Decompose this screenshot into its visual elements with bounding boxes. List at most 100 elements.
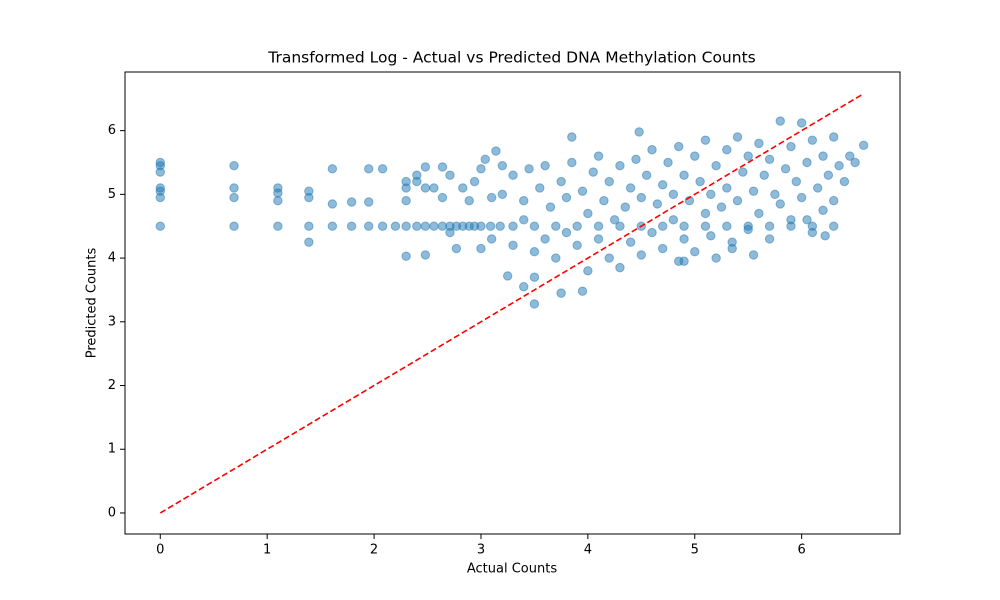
- scatter-point: [695, 176, 705, 187]
- scatter-point: [754, 208, 764, 219]
- scatter-point: [567, 157, 577, 168]
- scatter-point: [679, 256, 689, 266]
- scatter-point: [690, 151, 700, 161]
- scatter-point: [858, 140, 869, 150]
- x-tick-label: 6: [798, 543, 806, 558]
- scatter-point: [625, 237, 636, 247]
- scatter-point: [401, 221, 411, 231]
- scatter-point: [700, 208, 711, 219]
- scatter-point: [636, 192, 647, 203]
- scatter-point: [647, 227, 657, 238]
- scatter-point: [802, 215, 812, 225]
- scatter-point: [593, 221, 604, 231]
- scatter-point: [491, 146, 501, 156]
- scatter-point: [561, 227, 572, 238]
- scatter-point: [780, 164, 791, 174]
- scatter-point: [429, 221, 439, 231]
- scatter-point: [486, 234, 497, 244]
- x-tick-label: 0: [156, 543, 164, 558]
- scatter-point: [604, 253, 614, 263]
- scatter-point: [445, 170, 455, 180]
- scatter-point: [401, 251, 411, 261]
- scatter-point: [593, 234, 604, 244]
- scatter-point: [540, 234, 550, 244]
- x-axis-label: Actual Counts: [467, 562, 557, 577]
- scatter-point: [759, 170, 769, 180]
- scatter-point: [495, 221, 505, 231]
- scatter-point: [743, 224, 753, 235]
- scatter-point: [748, 250, 759, 260]
- scatter-point: [679, 170, 689, 180]
- scatter-point: [556, 288, 566, 298]
- scatter-point: [764, 234, 775, 244]
- scatter-point: [508, 170, 518, 180]
- scatter-point: [497, 189, 508, 200]
- scatter-point: [690, 247, 700, 257]
- scatter-point: [567, 132, 577, 142]
- scatter-point: [615, 221, 625, 231]
- x-tick-label: 4: [584, 543, 592, 558]
- scatter-point: [786, 215, 796, 225]
- scatter-point: [229, 192, 239, 203]
- scatter-point: [390, 221, 401, 231]
- scatter-point: [540, 160, 550, 171]
- scatter-point: [615, 160, 625, 171]
- scatter-point: [829, 196, 839, 206]
- scatter-point: [545, 202, 556, 212]
- scatter-point: [706, 189, 716, 200]
- scatter-point: [155, 167, 165, 177]
- scatter-point: [588, 167, 598, 177]
- axes-frame: [124, 71, 901, 535]
- scatter-point: [748, 186, 759, 196]
- scatter-point: [519, 215, 529, 225]
- scatter-point: [711, 253, 721, 263]
- scatter-point: [529, 272, 540, 282]
- scatter-point: [727, 243, 737, 254]
- scatter-point: [327, 221, 338, 231]
- scatter-point: [327, 164, 338, 174]
- y-tick-label: 4: [108, 251, 116, 266]
- scatter-point: [668, 215, 679, 225]
- scatter-point: [834, 160, 844, 171]
- scatter-point: [401, 183, 411, 193]
- scatter-point: [304, 221, 314, 231]
- y-tick-label: 5: [108, 187, 116, 202]
- scatter-point: [738, 167, 748, 177]
- scatter-point: [583, 266, 593, 276]
- scatter-point: [529, 221, 540, 231]
- scatter-point: [839, 176, 850, 187]
- scatter-point: [631, 154, 641, 165]
- scatter-point: [818, 151, 828, 161]
- scatter-point: [364, 197, 374, 207]
- scatter-point: [663, 157, 673, 168]
- scatter-point: [229, 160, 239, 171]
- scatter-point: [634, 127, 644, 137]
- scatter-point: [437, 162, 448, 172]
- scatter-point: [732, 132, 743, 142]
- scatter-point: [304, 192, 314, 203]
- scatter-point: [476, 243, 486, 254]
- scatter-point: [304, 237, 314, 247]
- scatter-point: [377, 164, 388, 174]
- scatter-point: [599, 196, 609, 206]
- scatter-point: [812, 183, 823, 193]
- scatter-point: [401, 196, 411, 206]
- x-tick-label: 3: [477, 543, 485, 558]
- scatter-point: [458, 183, 468, 193]
- scatter-point: [420, 221, 431, 231]
- y-axis-label: Predicted Counts: [85, 248, 100, 359]
- scatter-point: [508, 221, 518, 231]
- scatter-point: [652, 199, 663, 209]
- scatter-point: [346, 197, 357, 207]
- scatter-point: [437, 192, 448, 203]
- scatter-point: [775, 116, 785, 126]
- scatter-point: [273, 188, 283, 198]
- scatter-point: [572, 221, 582, 231]
- scatter-point: [327, 199, 338, 209]
- scatter-point: [823, 170, 834, 180]
- y-tick-label: 2: [108, 378, 116, 393]
- y-tick-label: 1: [108, 442, 116, 457]
- scatter-point: [786, 141, 796, 152]
